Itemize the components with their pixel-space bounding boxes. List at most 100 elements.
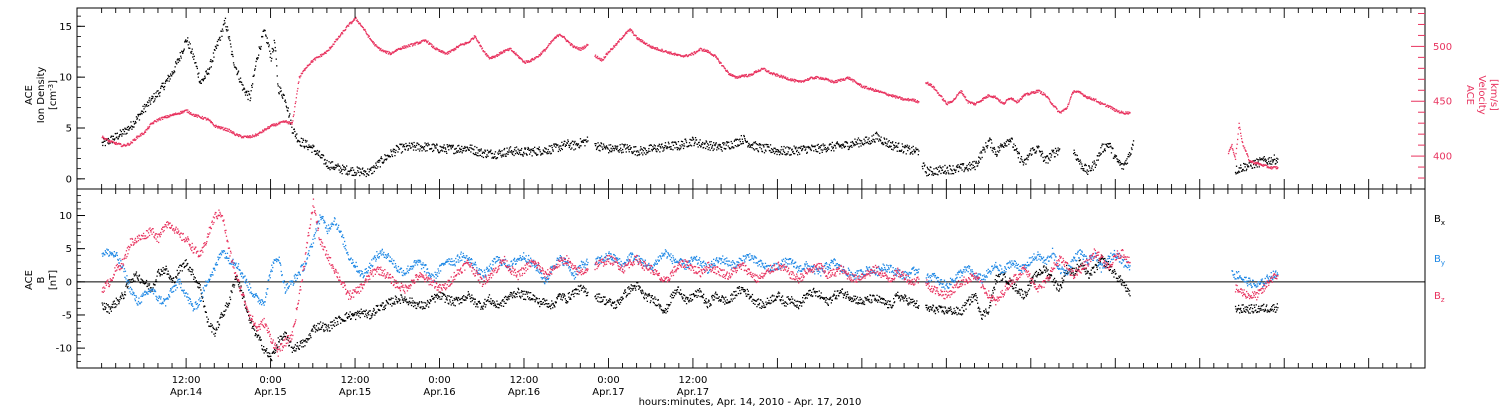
data-point (647, 151, 649, 154)
data-point (675, 54, 678, 56)
data-point (963, 170, 965, 173)
data-point (690, 139, 692, 141)
data-point (675, 143, 678, 145)
data-point (674, 141, 677, 143)
data-point (1246, 168, 1248, 170)
data-point (616, 148, 618, 151)
data-point (994, 148, 996, 150)
data-point (844, 141, 846, 143)
data-point (718, 143, 720, 146)
data-point (813, 150, 815, 152)
data-point (978, 161, 980, 164)
data-point (210, 121, 212, 124)
data-point (414, 302, 417, 304)
data-point (433, 296, 435, 299)
data-point (773, 152, 776, 155)
data-point (1044, 157, 1047, 159)
data-point (931, 174, 933, 176)
data-point (223, 314, 226, 316)
data-point (136, 135, 138, 137)
data-point (842, 78, 845, 80)
data-point (326, 330, 329, 332)
data-point (411, 45, 414, 47)
data-point (258, 132, 260, 135)
data-point (703, 48, 705, 50)
data-point (417, 303, 420, 305)
data-point (918, 150, 920, 152)
data-point (1008, 98, 1010, 101)
data-point (408, 142, 411, 144)
data-point (223, 310, 225, 312)
data-point (314, 331, 317, 333)
data-point (146, 105, 148, 107)
data-point (515, 52, 517, 54)
data-point (741, 143, 743, 145)
data-point (751, 74, 753, 76)
data-point (224, 127, 226, 129)
data-point (120, 133, 122, 136)
data-point (792, 79, 794, 81)
data-point (391, 52, 393, 54)
data-point (286, 338, 288, 341)
data-point (617, 145, 619, 147)
data-point (249, 317, 251, 319)
data-point (424, 150, 427, 152)
data-point (243, 88, 246, 90)
data-point (219, 128, 222, 130)
data-point (394, 151, 397, 154)
data-point (489, 151, 491, 153)
data-point (215, 47, 218, 49)
data-point (332, 166, 334, 168)
data-point (296, 133, 298, 135)
data-point (513, 154, 515, 157)
data-point (306, 66, 308, 68)
data-point (359, 316, 361, 319)
data-point (491, 56, 493, 58)
data-point (369, 37, 371, 40)
data-point (484, 51, 486, 53)
data-point (338, 165, 340, 167)
data-point (1009, 138, 1011, 141)
data-point (1022, 95, 1025, 98)
data-point (382, 302, 384, 304)
data-point (844, 145, 847, 148)
data-point (991, 96, 993, 98)
data-point (134, 280, 136, 282)
data-point (1087, 97, 1089, 100)
data-point (978, 156, 980, 158)
data-point (234, 278, 236, 280)
data-point (731, 142, 733, 145)
data-point (228, 128, 231, 131)
data-point (880, 90, 882, 92)
data-point (140, 112, 142, 114)
data-point (148, 99, 150, 101)
data-point (312, 144, 314, 146)
data-point (910, 99, 912, 101)
data-point (570, 148, 572, 150)
data-point (415, 307, 418, 310)
data-point (385, 50, 387, 52)
data-point (881, 143, 883, 145)
data-point (382, 51, 384, 53)
data-point (1050, 154, 1053, 156)
data-point (121, 133, 123, 135)
data-point (604, 56, 607, 58)
data-point (651, 150, 653, 152)
data-point (465, 150, 467, 152)
data-point (958, 166, 960, 168)
data-point (401, 299, 404, 301)
data-point (880, 136, 882, 138)
top-series-1-segment-2 (925, 81, 1131, 115)
data-point (914, 150, 916, 152)
data-point (569, 44, 571, 46)
data-point (277, 346, 279, 348)
data-point (288, 115, 290, 117)
data-point (298, 348, 300, 350)
data-point (248, 314, 250, 316)
data-point (538, 55, 540, 57)
data-point (949, 101, 952, 104)
data-point (494, 156, 496, 158)
data-point (156, 90, 158, 92)
data-point (796, 149, 798, 152)
data-point (157, 90, 159, 92)
